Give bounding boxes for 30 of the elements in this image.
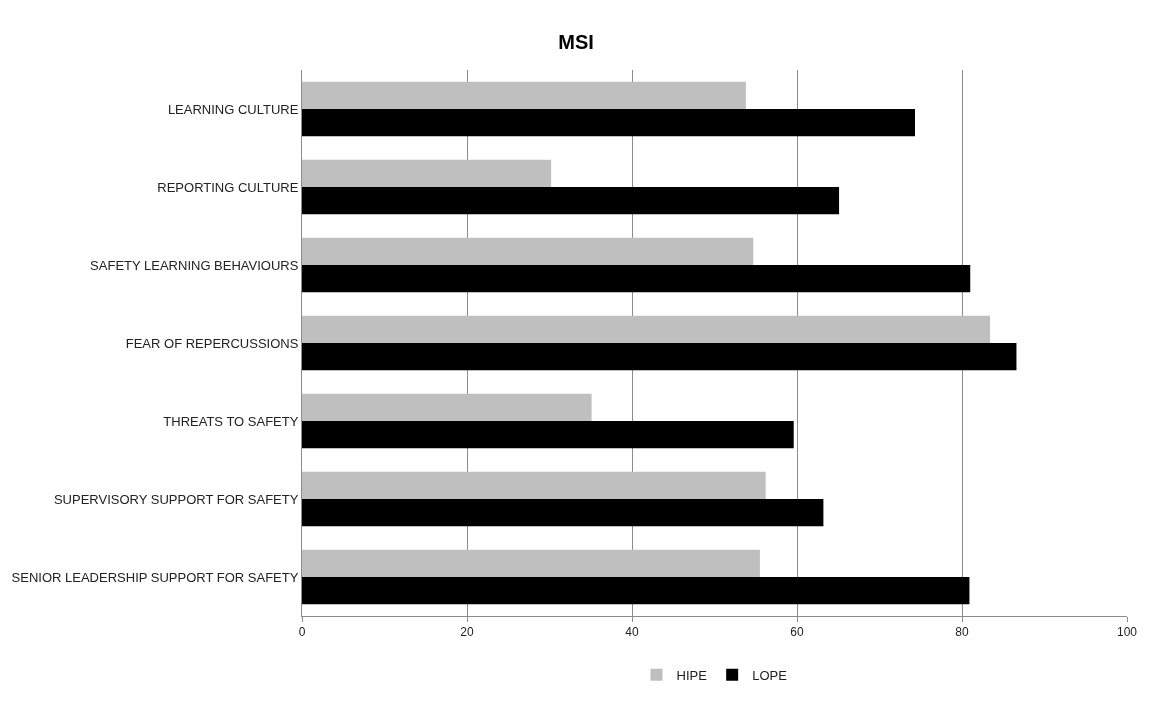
bar — [302, 343, 1017, 371]
x-tick-label: 80 — [955, 625, 969, 640]
y-tick-label: THREATS TO SAFETY — [163, 413, 299, 429]
chart-title: MSI — [558, 31, 594, 54]
bar — [302, 159, 552, 187]
bar — [302, 187, 840, 215]
bar — [302, 393, 592, 421]
bar — [302, 421, 794, 449]
y-tick-label: SUPERVISORY SUPPORT FOR SAFETY — [53, 491, 299, 507]
bar — [302, 315, 991, 343]
bar — [302, 109, 915, 137]
x-tick-label: 60 — [790, 625, 804, 640]
bar — [302, 81, 746, 109]
y-tick-label: LEARNING CULTURE — [167, 101, 299, 117]
y-tick-label: FEAR OF REPERCUSSIONS — [125, 335, 299, 351]
x-tick-label: 40 — [625, 625, 639, 640]
bar — [302, 265, 971, 293]
legend-label: HIPE — [676, 667, 708, 683]
y-tick-label: SENIOR LEADERSHIP SUPPORT FOR SAFETY — [11, 569, 299, 585]
bar — [302, 549, 760, 577]
legend-label: LOPE — [752, 667, 788, 683]
bar — [302, 577, 970, 605]
y-tick-label: REPORTING CULTURE — [157, 179, 299, 195]
bar — [302, 499, 824, 527]
x-tick-label: 20 — [460, 625, 474, 640]
y-tick-label: SAFETY LEARNING BEHAVIOURS — [90, 257, 299, 273]
bar — [302, 237, 754, 265]
x-tick-label: 0 — [298, 625, 306, 640]
bar — [302, 471, 766, 499]
x-tick-label: 100 — [1116, 625, 1138, 640]
